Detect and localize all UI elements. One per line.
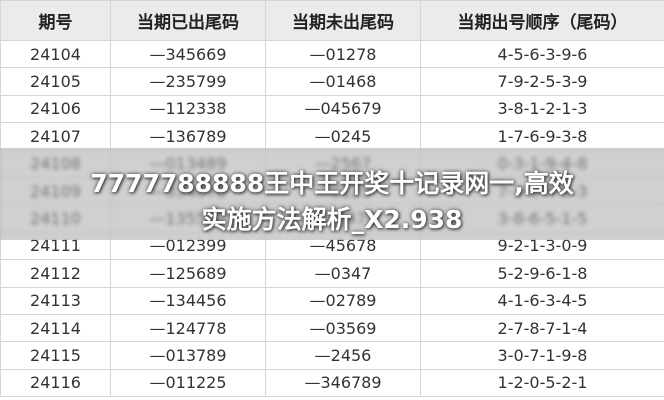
table-row: 24116 —011225 —346789 1-2-0-5-2-1 — [0, 368, 664, 398]
table-cell: —0347 — [265, 259, 421, 288]
table-row: 24107 —136789 —0245 1-7-6-9-3-8 — [0, 122, 664, 151]
table-cell: —235799 — [110, 67, 266, 96]
table-row: 24106 —112338 —045679 3-8-1-2-1-3 — [0, 94, 664, 124]
table-row: 24113 —134456 —02789 4-1-6-3-4-5 — [0, 286, 664, 315]
table-cell: —134456 — [110, 286, 266, 315]
header-cell: 期号 — [0, 0, 111, 41]
header-row: 期号 当期已出尾码 当期未出尾码 当期出号顺序（尾码） — [0, 0, 664, 41]
table-cell: —112338 — [110, 94, 266, 124]
table-cell: 7-9-2-5-3-9 — [420, 67, 664, 96]
table-cell: 24113 — [0, 286, 111, 315]
table-row: 24104 —345669 —01278 4-5-6-3-9-6 — [0, 39, 664, 69]
table-cell: —013789 — [110, 341, 266, 370]
header-cell: 当期出号顺序（尾码） — [420, 0, 664, 41]
table-cell: —03569 — [265, 313, 421, 343]
overlay-title: 7777788888王中王开奖十记录网一,高效 — [90, 169, 574, 198]
table-cell: —02789 — [265, 286, 421, 315]
table-cell: 24104 — [0, 39, 111, 69]
table-cell: 24105 — [0, 67, 111, 96]
header-cell: 当期已出尾码 — [110, 0, 266, 41]
table-cell: 24115 — [0, 341, 111, 370]
table-cell: 5-2-9-6-1-8 — [420, 259, 664, 288]
table-cell: —2456 — [265, 341, 421, 370]
table-cell: —011225 — [110, 368, 266, 398]
table-cell: 24114 — [0, 313, 111, 343]
overlay-band — [0, 148, 664, 240]
table-cell: —01278 — [265, 39, 421, 69]
table-row: 24112 —125689 —0347 5-2-9-6-1-8 — [0, 259, 664, 288]
table-cell: —125689 — [110, 259, 266, 288]
table-cell: 1-7-6-9-3-8 — [420, 122, 664, 151]
table-cell: —345669 — [110, 39, 266, 69]
table-cell: 4-1-6-3-4-5 — [420, 286, 664, 315]
table-row: 24114 —124778 —03569 2-7-8-7-1-4 — [0, 313, 664, 343]
table-cell: 24116 — [0, 368, 111, 398]
table-cell: —01468 — [265, 67, 421, 96]
table-cell: 2-7-8-7-1-4 — [420, 313, 664, 343]
table-cell: 3-8-1-2-1-3 — [420, 94, 664, 124]
table-row: 24115 —013789 —2456 3-0-7-1-9-8 — [0, 341, 664, 370]
overlay-title: 实施方法解析_X2.938 — [201, 205, 463, 234]
table-cell: 3-0-7-1-9-8 — [420, 341, 664, 370]
table-cell: 24106 — [0, 94, 111, 124]
header-cell: 当期未出尾码 — [265, 0, 421, 41]
table-cell: 1-2-0-5-2-1 — [420, 368, 664, 398]
table-cell: 24107 — [0, 122, 111, 151]
table-cell: —346789 — [265, 368, 421, 398]
table-cell: —124778 — [110, 313, 266, 343]
table-cell: 4-5-6-3-9-6 — [420, 39, 664, 69]
table-cell: —045679 — [265, 94, 421, 124]
table-row: 24105 —235799 —01468 7-9-2-5-3-9 — [0, 67, 664, 96]
table-cell: 24112 — [0, 259, 111, 288]
table-cell: —0245 — [265, 122, 421, 151]
table-cell: —136789 — [110, 122, 266, 151]
